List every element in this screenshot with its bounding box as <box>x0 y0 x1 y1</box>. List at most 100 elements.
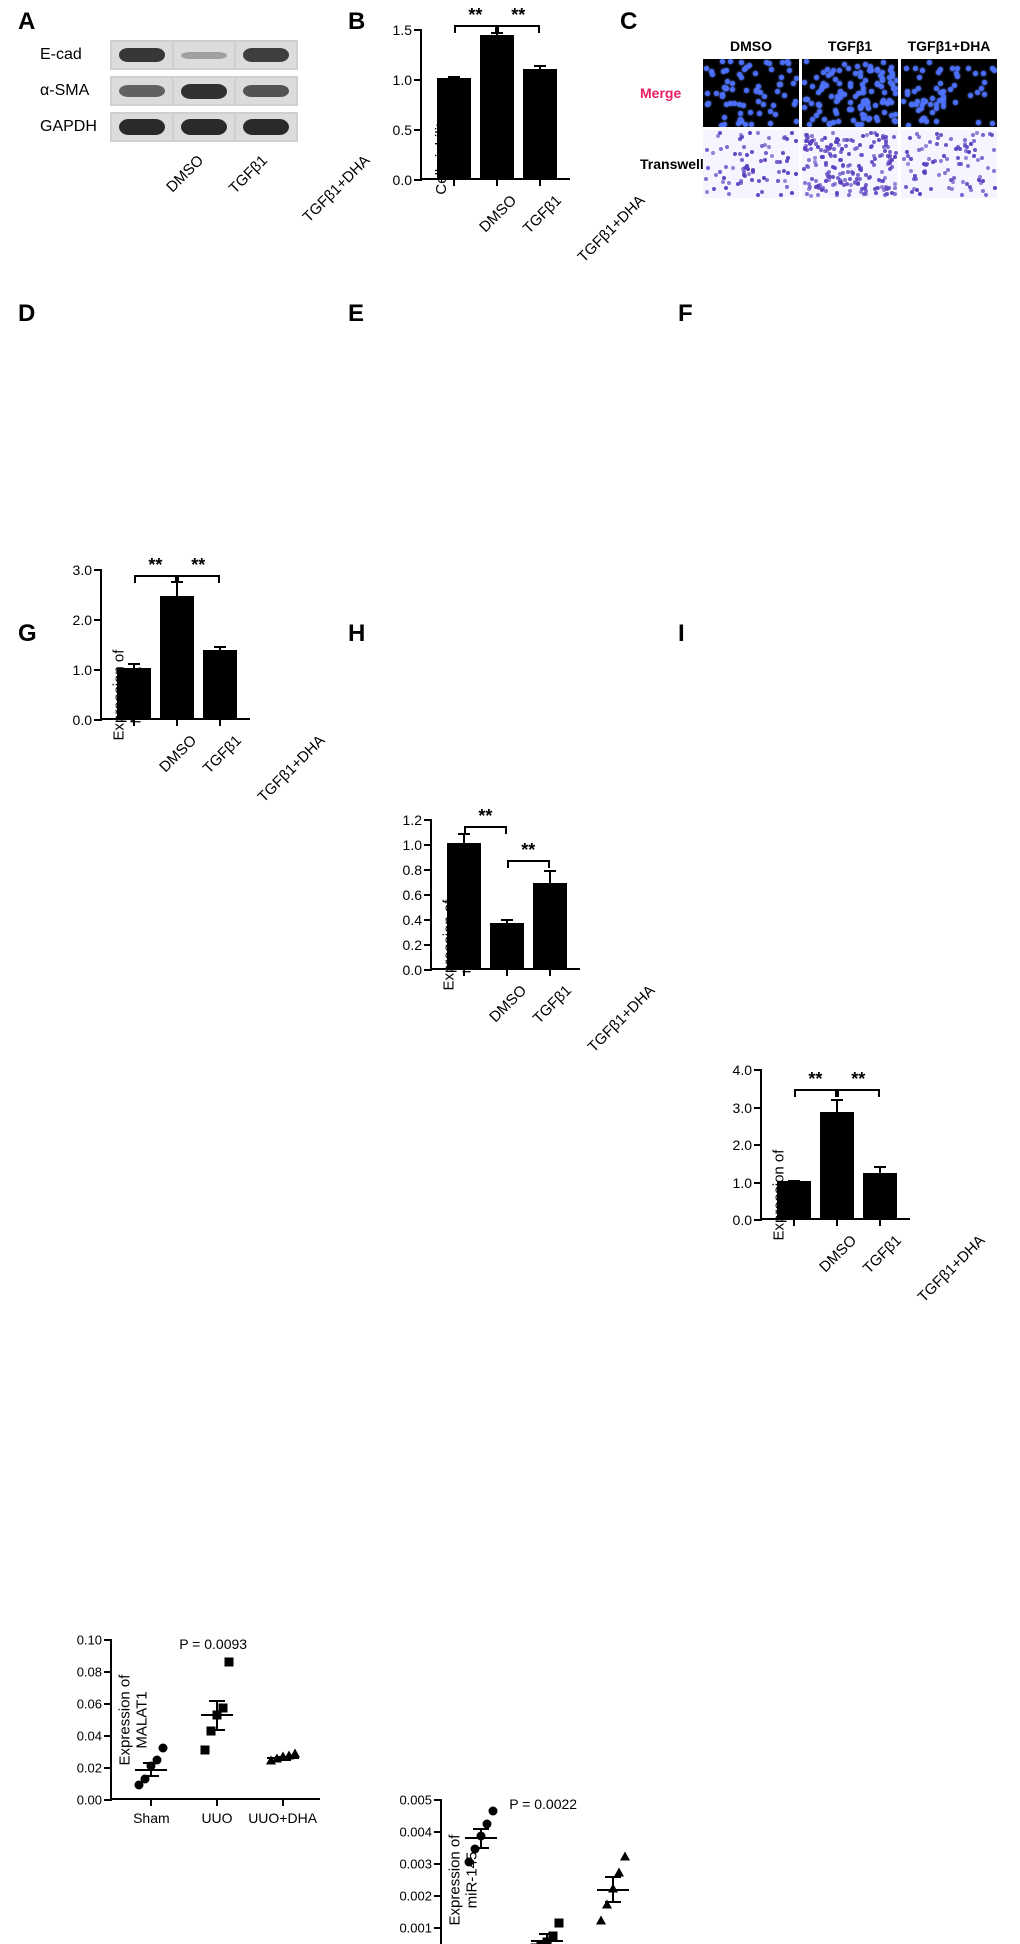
panel-label-d: D <box>18 300 35 328</box>
data-point <box>201 1746 210 1755</box>
micrograph-row-header: Transwell <box>640 156 700 172</box>
y-tick-label: 0.005 <box>399 1793 432 1808</box>
y-tick-label: 0.003 <box>399 1857 432 1872</box>
panel-g-scatter: Expression ofMALAT10.000.020.040.060.080… <box>110 1640 1020 1800</box>
data-point <box>219 1704 228 1713</box>
data-point <box>153 1755 162 1764</box>
micrograph-col-header: TGFβ1+DHA <box>901 38 997 54</box>
x-tick-label: DMSO <box>816 1232 860 1276</box>
panel-f-chart: Expression ofFAK0.01.02.03.04.0****DMSOT… <box>760 1070 1020 1320</box>
bar <box>437 78 471 178</box>
y-tick-label: 1.5 <box>393 22 412 38</box>
y-tick-label: 0.001 <box>399 1921 432 1936</box>
data-point <box>602 1899 612 1908</box>
y-tick-label: 1.0 <box>73 662 92 678</box>
data-point <box>614 1867 624 1876</box>
data-point <box>141 1774 150 1783</box>
data-point <box>465 1858 474 1867</box>
y-tick-label: 0.0 <box>733 1212 752 1228</box>
blot-band <box>112 114 172 140</box>
data-point <box>477 1832 486 1841</box>
data-point <box>483 1819 492 1828</box>
x-tick-label: TGFβ1 <box>860 1232 905 1277</box>
transwell-image <box>901 130 997 198</box>
y-tick-label: 0.002 <box>399 1889 432 1904</box>
x-tick-label: TGFβ1 <box>520 192 565 237</box>
y-tick-label: 0.0 <box>393 172 412 188</box>
x-tick-label: UUO+DHA <box>248 1810 317 1826</box>
data-point <box>159 1744 168 1753</box>
y-tick-label: 1.2 <box>403 812 422 828</box>
dapi-image <box>901 59 997 127</box>
data-point <box>290 1749 300 1758</box>
y-tick-label: 0.00 <box>77 1793 102 1808</box>
x-tick-label: TGFβ1+DHA <box>914 1232 988 1306</box>
bar <box>523 69 557 178</box>
x-tick-label: TGFβ1+DHA <box>584 982 658 1056</box>
blot-band <box>236 78 296 104</box>
panel-label-e: E <box>348 300 364 328</box>
significance-label: ** <box>521 840 535 861</box>
significance-label: ** <box>808 1069 822 1090</box>
y-tick-label: 1.0 <box>403 837 422 853</box>
blot-band <box>174 42 234 68</box>
significance-label: ** <box>478 806 492 827</box>
blot-x-label: TGFβ1+DHA <box>300 152 374 226</box>
y-tick-label: 0.08 <box>77 1665 102 1680</box>
panel-label-b: B <box>348 8 365 36</box>
blot-band <box>112 78 172 104</box>
data-point <box>207 1726 216 1735</box>
data-point <box>620 1851 630 1860</box>
y-tick-label: 3.0 <box>733 1100 752 1116</box>
blot-band <box>174 78 234 104</box>
blot-band <box>174 114 234 140</box>
transwell-image <box>802 130 898 198</box>
y-tick-label: 0.0 <box>73 712 92 728</box>
significance-label: ** <box>468 5 482 26</box>
bar <box>203 650 237 719</box>
y-tick-label: 0.4 <box>403 912 422 928</box>
significance-label: ** <box>851 1069 865 1090</box>
y-tick-label: 1.0 <box>733 1175 752 1191</box>
data-point <box>471 1845 480 1854</box>
y-tick-label: 0.2 <box>403 937 422 953</box>
significance-label: ** <box>191 555 205 576</box>
x-tick-label: DMSO <box>486 982 530 1026</box>
data-point <box>555 1918 564 1927</box>
panel-label-a: A <box>18 8 35 36</box>
micrograph-row-header: Merge <box>640 85 700 101</box>
y-tick-label: 0.04 <box>77 1729 102 1744</box>
y-tick-label: 2.0 <box>733 1137 752 1153</box>
panel-e-chart: Expression ofmiR-1450.00.20.40.60.81.01.… <box>430 820 1020 1070</box>
dapi-image <box>703 59 799 127</box>
blot-protein-label: E-cad <box>40 46 110 64</box>
significance-label: ** <box>148 555 162 576</box>
panel-a-blot: E-cadα-SMAGAPDHDMSOTGFβ1TGFβ1+DHA <box>40 40 298 242</box>
blot-band <box>236 42 296 68</box>
x-tick-label: TGFβ1 <box>530 982 575 1027</box>
y-tick-label: 4.0 <box>733 1062 752 1078</box>
blot-protein-label: GAPDH <box>40 118 110 136</box>
x-tick-label: UUO <box>201 1810 232 1826</box>
y-tick-label: 3.0 <box>73 562 92 578</box>
y-tick-label: 0.02 <box>77 1761 102 1776</box>
y-tick-label: 0.10 <box>77 1633 102 1648</box>
x-tick-label: DMSO <box>156 732 200 776</box>
blot-band <box>236 114 296 140</box>
x-tick-label: TGFβ1+DHA <box>254 732 328 806</box>
bar <box>447 843 481 968</box>
panel-h-scatter: Expression ofmiR-1450.0000.0010.0020.003… <box>440 1800 1020 1944</box>
blot-band <box>112 42 172 68</box>
data-point <box>489 1806 498 1815</box>
micrograph-col-header: DMSO <box>703 38 799 54</box>
x-tick-label: TGFβ1+DHA <box>574 192 648 266</box>
bar <box>480 35 514 178</box>
dapi-image <box>802 59 898 127</box>
panel-label-f: F <box>678 300 693 328</box>
y-tick-label: 0.06 <box>77 1697 102 1712</box>
bar <box>777 1181 811 1219</box>
panel-label-g: G <box>18 620 37 648</box>
data-point <box>596 1915 606 1924</box>
y-tick-label: 0.5 <box>393 122 412 138</box>
y-tick-label: 2.0 <box>73 612 92 628</box>
